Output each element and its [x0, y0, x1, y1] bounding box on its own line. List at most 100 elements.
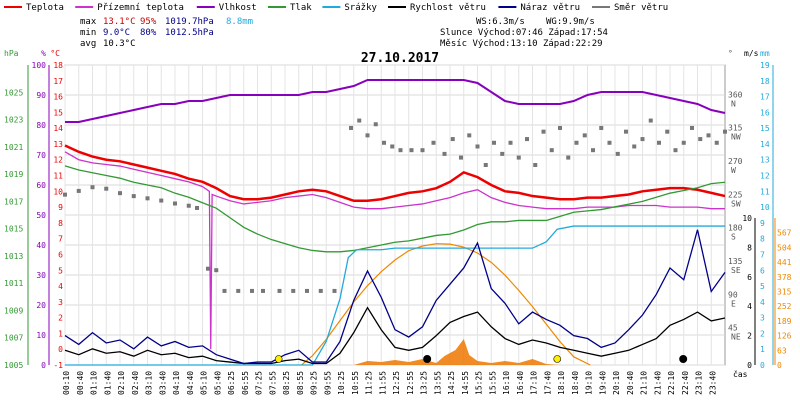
legend-label: Srážky: [344, 3, 377, 13]
x-tick-label: 06:55: [241, 371, 250, 395]
wind-direction-point: [305, 288, 309, 293]
ms-tick-label: 2: [747, 332, 752, 341]
wind-direction-point: [500, 151, 505, 156]
hpa-tick-label: 1023: [4, 116, 23, 125]
sunrise-icon: [274, 355, 283, 363]
wind-direction-point: [681, 140, 686, 145]
temp-tick-label: 4: [58, 282, 63, 291]
wind-direction-point: [459, 155, 463, 160]
temp-tick-label: 18: [53, 61, 63, 70]
x-tick-label: 11:55: [378, 371, 387, 395]
wind-direction-point: [607, 140, 612, 145]
wind-direction-point: [599, 125, 604, 130]
wind-direction-point: [409, 148, 414, 153]
x-tick-label: 08:55: [296, 371, 305, 395]
dir-tick-value: 45: [728, 324, 738, 333]
legend-label: Rychlost větru: [410, 3, 486, 13]
info-sun: Slunce Východ:07:46 Západ:17:54: [440, 28, 608, 38]
stat-max-press: 1019.7hPa: [165, 17, 214, 27]
stat-max-rain: 8.8mm: [226, 17, 253, 27]
mm-tick-label: 11: [760, 187, 770, 196]
x-tick-label: 23:40: [708, 371, 717, 395]
wind-direction-point: [566, 155, 571, 160]
ms-unit-label: m/s: [744, 49, 759, 58]
dir-tick-value: 90: [728, 290, 738, 299]
stat-min-press: 1012.5hPa: [165, 28, 214, 38]
mm-tick-label: 13: [760, 156, 770, 165]
series-line-teplota: [64, 144, 726, 203]
temp-tick-label: -1: [53, 361, 63, 370]
wind-direction-point: [673, 148, 678, 153]
x-tick-label: 22:40: [681, 371, 690, 395]
dir-tick-label: NW: [731, 133, 741, 142]
humidity-tick-label: 10: [36, 331, 46, 340]
x-tick-label: 02:40: [131, 371, 140, 395]
wind-direction-point: [390, 144, 395, 149]
wind-direction-point: [648, 118, 653, 123]
chart-grid: [64, 64, 726, 366]
wind-direction-point: [398, 148, 403, 153]
x-axis-title: čas: [733, 369, 748, 379]
wind-direction-point: [533, 163, 538, 167]
hpa-tick-label: 1015: [4, 225, 23, 234]
temp-unit-label: °C: [50, 49, 60, 58]
x-tick-label: 18:10: [557, 371, 566, 395]
x-axis: 00:10 00:40 01:10 01:40 02:10 02:40 03:10 03:40…: [62, 369, 748, 395]
x-tick-label: 05:10: [200, 371, 209, 395]
mm-tick-label: 19: [760, 61, 770, 70]
x-tick-label: 13:25: [420, 371, 429, 395]
x-tick-label: 18:40: [571, 371, 580, 395]
wind-direction-point: [475, 144, 480, 149]
mm-tick-label: 6: [760, 266, 765, 275]
temp-tick-label: 12: [53, 156, 63, 165]
mm-tick-label: 8: [760, 235, 765, 244]
solar-tick-label: 252: [777, 302, 792, 311]
hpa-unit-label: hPa: [4, 49, 19, 58]
temp-tick-label: 13: [53, 140, 63, 149]
mm-tick-label: 18: [760, 77, 770, 86]
dir-tick-label: S: [731, 233, 736, 242]
temp-tick-label: 11: [53, 172, 63, 181]
x-tick-label: 20:10: [612, 371, 621, 395]
wind-direction-point: [431, 140, 436, 145]
stat-avg-temp: 10.3°C: [103, 39, 136, 49]
x-tick-label: 17:10: [530, 371, 539, 395]
stat-max-temp: 13.1°C: [103, 17, 136, 27]
info-wg: WG:9.9m/s: [546, 17, 595, 27]
legend-label: Teplota: [26, 3, 64, 13]
x-tick-label: 19:10: [585, 371, 594, 395]
x-tick-label: 07:55: [268, 371, 277, 395]
dir-tick-value: 135: [728, 257, 743, 266]
wind-direction-point: [640, 137, 645, 142]
stat-min-label: min: [80, 28, 96, 38]
stat-avg-label: avg: [80, 39, 96, 49]
temp-tick-label: 14: [53, 124, 63, 133]
stat-max-label: max: [80, 17, 97, 27]
wind-direction-point: [90, 185, 95, 190]
wind-direction-point: [516, 155, 521, 160]
x-tick-label: 23:10: [695, 371, 704, 395]
hpa-tick-label: 1021: [4, 143, 23, 152]
mm-tick-label: 16: [760, 108, 770, 117]
series-line-rychlost-vetru: [64, 306, 726, 365]
wind-direction-point: [131, 194, 136, 199]
solar-tick-label: 441: [777, 258, 792, 267]
hpa-tick-label: 1013: [4, 252, 23, 261]
x-tick-label: 03:40: [158, 371, 167, 395]
hpa-tick-label: 1019: [4, 170, 23, 179]
wind-direction-point: [615, 151, 620, 156]
wind-direction-point: [206, 266, 210, 271]
humidity-tick-label: 50: [36, 211, 46, 220]
left-axes: 1005100710091011101310151017101910211023…: [4, 49, 63, 370]
dir-tick-value: 270: [728, 157, 743, 166]
ms-tick-label: 0: [747, 361, 752, 370]
wind-direction-point: [63, 192, 67, 197]
wind-direction-point: [145, 196, 150, 201]
mm-tick-label: 17: [760, 93, 770, 102]
x-tick-label: 22:10: [667, 371, 676, 395]
mm-tick-label: 15: [760, 124, 770, 133]
x-tick-label: 16:40: [516, 371, 525, 395]
wind-direction-point: [706, 133, 711, 138]
x-tick-label: 09:55: [323, 371, 332, 395]
wind-direction-point: [236, 288, 241, 293]
